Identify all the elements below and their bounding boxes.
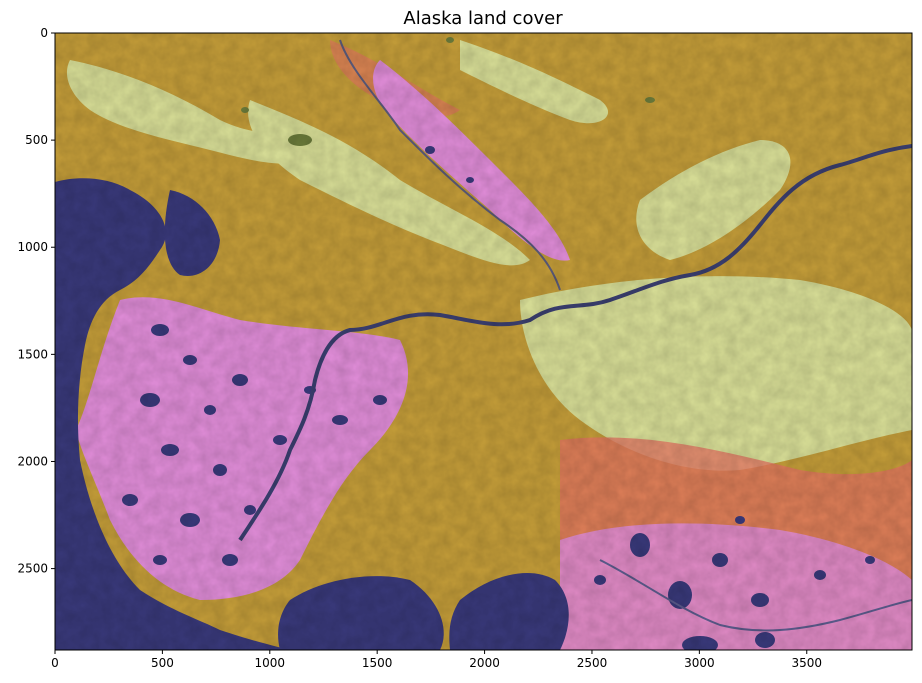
- texture-overlay: [55, 33, 912, 650]
- y-tick-label: 2500: [17, 562, 48, 576]
- x-tick-label: 1000: [255, 656, 286, 670]
- y-tick-label: 1000: [17, 240, 48, 254]
- land-cover-raster: [55, 33, 912, 650]
- x-tick-label: 3000: [684, 656, 715, 670]
- x-tick-label: 0: [51, 656, 59, 670]
- map-title: Alaska land cover: [403, 8, 563, 29]
- y-tick-label: 1500: [17, 347, 48, 361]
- x-axis: 0 500 1000 1500 2000 2500 3000 3500: [51, 650, 822, 670]
- y-tick-label: 500: [25, 133, 48, 147]
- x-tick-label: 2500: [577, 656, 608, 670]
- x-tick-label: 2000: [469, 656, 500, 670]
- y-tick-label: 0: [40, 26, 48, 40]
- x-tick-label: 500: [151, 656, 174, 670]
- y-tick-label: 2000: [17, 454, 48, 468]
- x-tick-label: 1500: [362, 656, 393, 670]
- axes-frame: [54, 32, 913, 651]
- x-tick-label: 3500: [791, 656, 822, 670]
- y-axis: 0 500 1000 1500 2000 2500: [17, 26, 55, 576]
